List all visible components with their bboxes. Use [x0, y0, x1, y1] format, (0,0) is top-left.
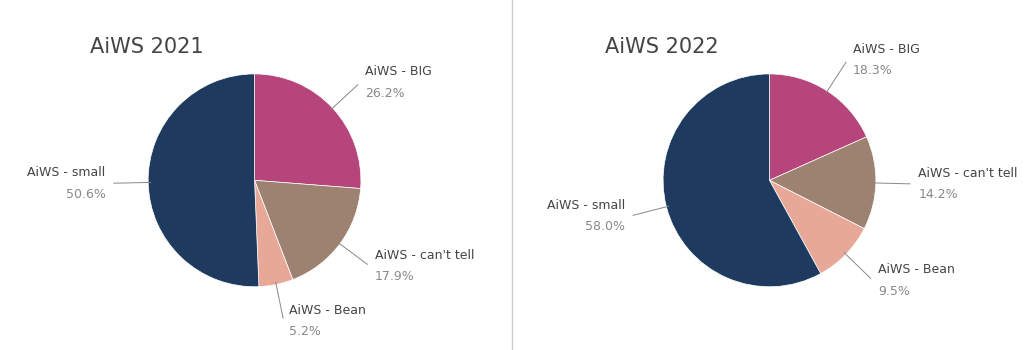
Text: 17.9%: 17.9%: [375, 270, 415, 284]
Wedge shape: [769, 180, 864, 274]
Text: AiWS 2021: AiWS 2021: [90, 37, 203, 57]
Text: 58.0%: 58.0%: [585, 220, 625, 233]
Wedge shape: [148, 74, 259, 287]
Wedge shape: [255, 180, 293, 287]
Text: AiWS - small: AiWS - small: [547, 199, 625, 212]
Wedge shape: [664, 74, 820, 287]
Text: AiWS - small: AiWS - small: [28, 166, 105, 179]
Text: 9.5%: 9.5%: [878, 285, 909, 297]
Text: 50.6%: 50.6%: [66, 188, 105, 201]
Wedge shape: [769, 137, 876, 229]
Text: 14.2%: 14.2%: [919, 188, 958, 201]
Text: AiWS - can't tell: AiWS - can't tell: [375, 249, 474, 262]
Wedge shape: [255, 180, 360, 280]
Text: AiWS - Bean: AiWS - Bean: [289, 304, 366, 317]
Text: AiWS - Bean: AiWS - Bean: [878, 263, 954, 276]
Text: 26.2%: 26.2%: [366, 87, 404, 100]
Text: 18.3%: 18.3%: [853, 64, 893, 77]
Text: AiWS - BIG: AiWS - BIG: [366, 65, 432, 78]
Text: 5.2%: 5.2%: [289, 325, 321, 338]
Wedge shape: [255, 74, 360, 189]
Text: AiWS 2022: AiWS 2022: [604, 37, 718, 57]
Text: AiWS - can't tell: AiWS - can't tell: [919, 167, 1018, 180]
Text: AiWS - BIG: AiWS - BIG: [853, 43, 920, 56]
Wedge shape: [769, 74, 866, 180]
